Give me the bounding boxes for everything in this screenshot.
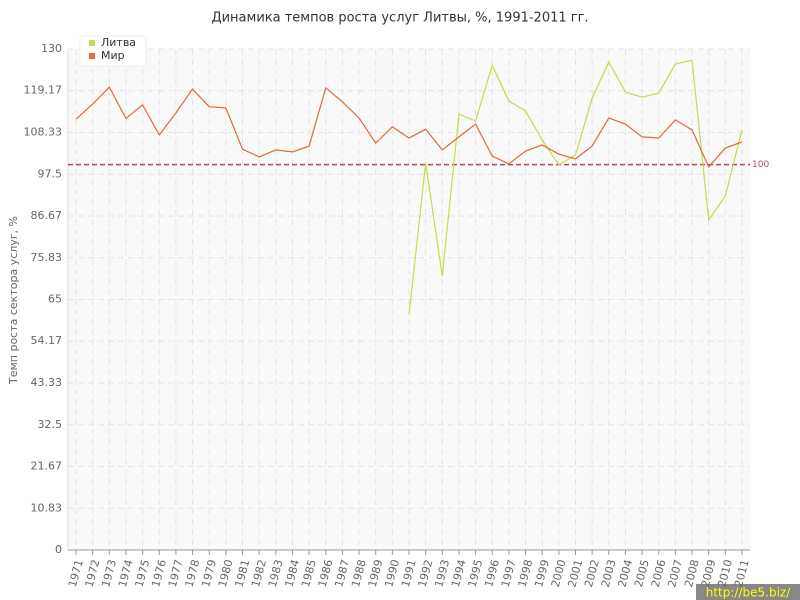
y-tick-label: 108.33 [24,126,63,139]
watermark-background [696,584,800,600]
legend-label: Литва [101,36,136,49]
legend-box [79,35,147,67]
y-tick-label: 10.83 [31,501,63,514]
y-tick-label: 65 [48,293,62,306]
series-line [408,59,743,315]
y-tick-label: 119.17 [24,84,63,97]
y-tick-label: 43.33 [31,376,63,389]
y-tick-label: 0 [55,543,62,556]
chart-title: Динамика темпов роста услуг Литвы, %, 19… [211,11,588,26]
y-tick-label: 54.17 [31,334,63,347]
legend-swatch [89,40,95,46]
watermark: http://be5.biz/ [706,586,791,600]
legend-label: Мир [101,49,125,62]
y-tick-label: 130 [41,42,62,55]
reference-label: 100 [752,160,769,170]
y-axis-label: Темп роста сектора услуг, % [7,216,20,385]
y-tick-label: 32.5 [38,418,63,431]
series-line [75,86,743,169]
y-tick-label: 21.67 [31,459,63,472]
y-tick-label: 86.67 [31,209,63,222]
y-tick-label: 97.5 [38,167,63,180]
legend-swatch [89,53,95,59]
y-tick-label: 75.83 [31,251,63,264]
